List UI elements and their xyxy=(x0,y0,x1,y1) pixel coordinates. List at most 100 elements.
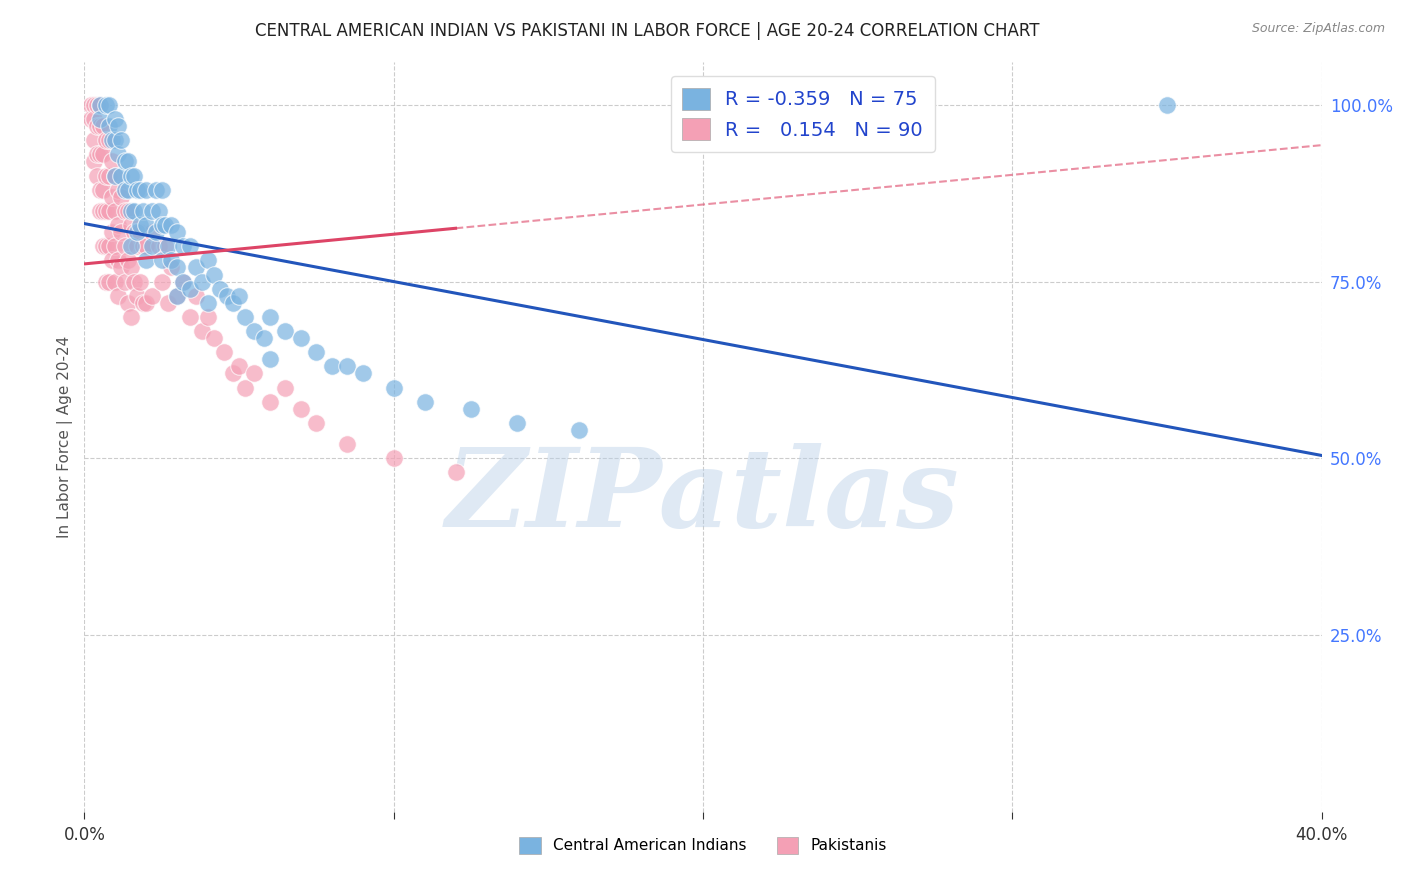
Point xyxy=(110,260,132,275)
Point xyxy=(89,147,111,161)
Point xyxy=(110,169,132,183)
Point xyxy=(212,345,235,359)
Point xyxy=(79,98,101,112)
Point xyxy=(83,133,105,147)
Point xyxy=(86,169,108,183)
Point xyxy=(460,401,482,416)
Point xyxy=(141,225,163,239)
Point xyxy=(413,394,436,409)
Point xyxy=(197,295,219,310)
Point xyxy=(104,275,127,289)
Point xyxy=(191,275,214,289)
Point xyxy=(86,119,108,133)
Point xyxy=(160,253,183,268)
Point xyxy=(89,98,111,112)
Point xyxy=(122,275,145,289)
Point xyxy=(98,133,121,147)
Point xyxy=(110,225,132,239)
Point xyxy=(79,112,101,126)
Point xyxy=(98,203,121,218)
Point xyxy=(107,183,129,197)
Point xyxy=(101,190,124,204)
Point xyxy=(94,133,117,147)
Point xyxy=(145,183,167,197)
Point xyxy=(91,239,114,253)
Point xyxy=(83,98,105,112)
Point xyxy=(86,147,108,161)
Point xyxy=(98,169,121,183)
Point xyxy=(94,275,117,289)
Point xyxy=(120,218,142,232)
Point xyxy=(114,183,136,197)
Point xyxy=(253,331,276,345)
Point xyxy=(117,154,139,169)
Point xyxy=(120,310,142,324)
Point xyxy=(129,275,152,289)
Point xyxy=(166,260,188,275)
Point xyxy=(141,289,163,303)
Point xyxy=(215,289,238,303)
Point xyxy=(83,154,105,169)
Text: Source: ZipAtlas.com: Source: ZipAtlas.com xyxy=(1251,22,1385,36)
Point xyxy=(150,275,173,289)
Point xyxy=(233,310,256,324)
Point xyxy=(305,416,328,430)
Point xyxy=(179,282,201,296)
Point xyxy=(191,324,214,338)
Point xyxy=(89,183,111,197)
Point xyxy=(141,203,163,218)
Legend: Central American Indians, Pakistanis: Central American Indians, Pakistanis xyxy=(513,830,893,860)
Point xyxy=(150,253,173,268)
Point xyxy=(129,183,152,197)
Point xyxy=(209,282,232,296)
Point xyxy=(104,169,127,183)
Point xyxy=(114,154,136,169)
Point xyxy=(107,147,129,161)
Point xyxy=(91,147,114,161)
Point xyxy=(222,367,245,381)
Point xyxy=(122,225,145,239)
Point xyxy=(1156,98,1178,112)
Point xyxy=(91,183,114,197)
Point xyxy=(148,203,170,218)
Point xyxy=(259,394,281,409)
Point xyxy=(83,112,105,126)
Point xyxy=(172,275,194,289)
Point xyxy=(104,169,127,183)
Point xyxy=(153,218,176,232)
Point xyxy=(98,98,121,112)
Point xyxy=(150,183,173,197)
Point xyxy=(135,218,157,232)
Point xyxy=(166,289,188,303)
Point xyxy=(141,239,163,253)
Point xyxy=(132,295,155,310)
Point xyxy=(172,275,194,289)
Point xyxy=(259,310,281,324)
Point xyxy=(107,253,129,268)
Point xyxy=(125,183,148,197)
Point xyxy=(197,253,219,268)
Point xyxy=(274,381,297,395)
Point xyxy=(145,225,167,239)
Point xyxy=(89,112,111,126)
Point xyxy=(197,310,219,324)
Point xyxy=(202,331,225,345)
Point xyxy=(150,218,173,232)
Point xyxy=(132,203,155,218)
Point xyxy=(160,260,183,275)
Point xyxy=(120,239,142,253)
Point xyxy=(114,275,136,289)
Point xyxy=(89,98,111,112)
Point xyxy=(89,203,111,218)
Point xyxy=(125,239,148,253)
Point xyxy=(184,289,207,303)
Point xyxy=(107,119,129,133)
Point xyxy=(91,203,114,218)
Point xyxy=(274,324,297,338)
Point xyxy=(336,359,359,374)
Point xyxy=(305,345,328,359)
Point xyxy=(156,295,179,310)
Point xyxy=(122,169,145,183)
Point xyxy=(321,359,343,374)
Point xyxy=(104,112,127,126)
